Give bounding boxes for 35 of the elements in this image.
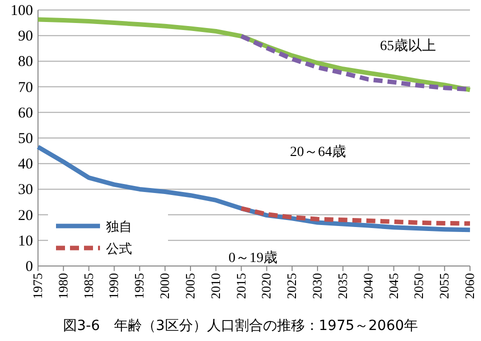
x-tick-label: 1995: [132, 273, 147, 299]
x-tick-label: 2040: [360, 273, 376, 299]
x-tick-label: 2030: [310, 273, 325, 299]
x-tick-label: 2045: [386, 273, 401, 299]
x-tick-label: 2055: [436, 273, 452, 299]
y-tick-label: 0: [26, 259, 33, 275]
annotation: 65歳以上: [380, 38, 436, 54]
y-tick-label: 50: [18, 131, 33, 147]
y-tick-label: 70: [18, 80, 33, 96]
text: 図3-6 年齢（3区分）人口割合の推移：1975～2060年: [62, 318, 418, 334]
x-tick-label: 2035: [334, 273, 350, 299]
y-tick-label: 20: [18, 208, 33, 224]
y-tick-label: 40: [18, 156, 33, 173]
x-tick-label: 2025: [284, 273, 300, 299]
x-tick-label: 2050: [411, 273, 426, 299]
x-tick-label: 1980: [55, 273, 70, 299]
y-tick-label: 10: [18, 233, 33, 250]
x-tick-label: 2020: [258, 273, 274, 299]
x-tick-label: 1990: [106, 273, 122, 299]
y-tick-label: 30: [18, 182, 33, 198]
x-tick-label: 2010: [208, 273, 223, 299]
y-tick-label: 80: [18, 54, 33, 70]
y-tick-label: 100: [10, 3, 33, 19]
annotation: 20～64歳: [290, 144, 346, 160]
y-tick-label: 90: [18, 28, 33, 45]
x-tick-label: 2005: [182, 273, 198, 299]
x-tick-label: 2000: [157, 273, 172, 299]
legend-label: 独自: [106, 220, 132, 235]
x-tick-label: 1985: [80, 273, 96, 299]
y-tick-label: 60: [18, 105, 33, 122]
x-tick-label: 2015: [233, 273, 248, 299]
annotation: 0～19歳: [228, 250, 278, 266]
x-tick-label: 1975: [30, 273, 45, 299]
x-tick-label: 2060: [462, 273, 477, 299]
legend-label: 公式: [106, 242, 132, 257]
